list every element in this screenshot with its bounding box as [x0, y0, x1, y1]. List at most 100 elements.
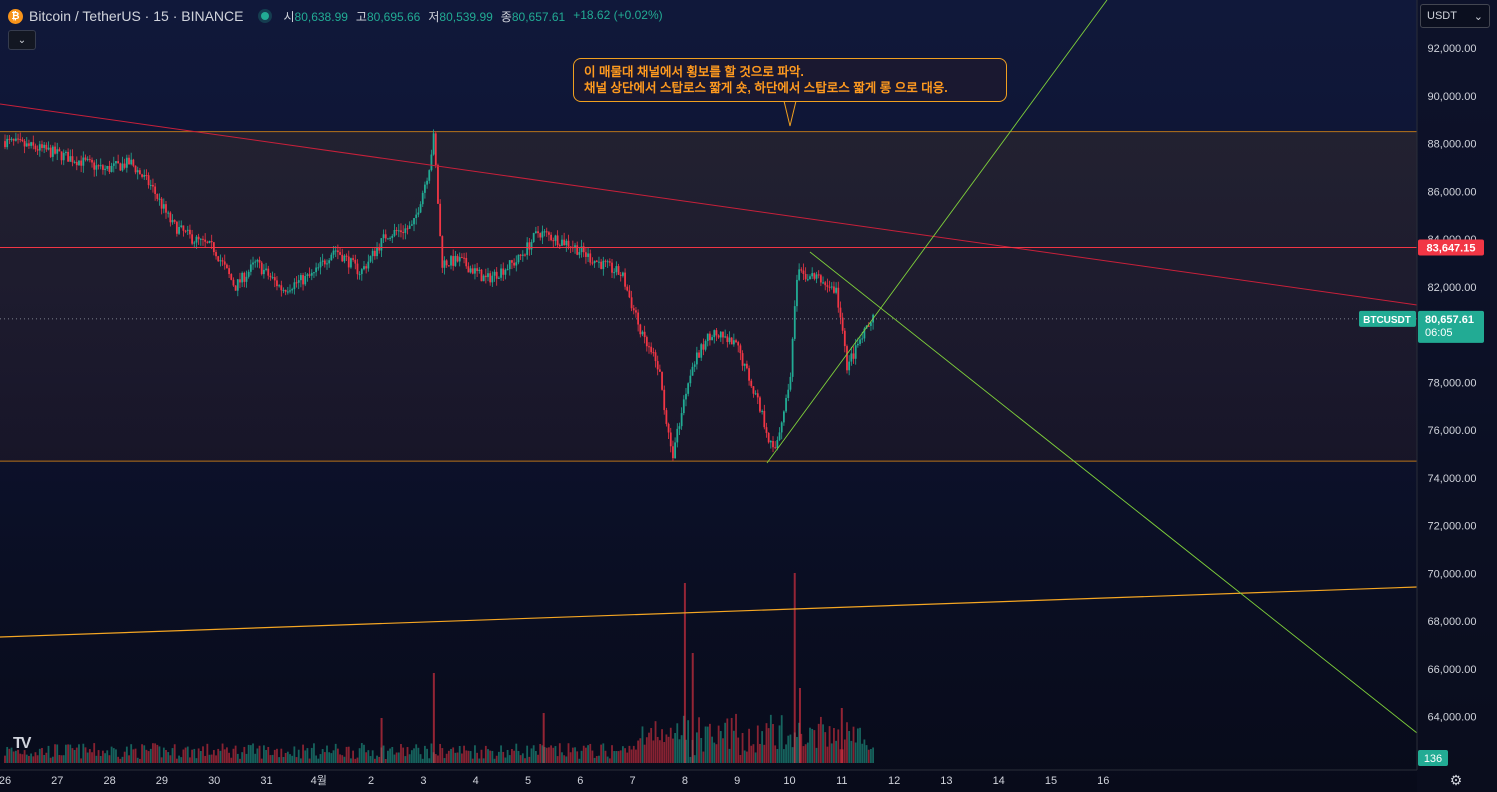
candle-body [726, 336, 729, 343]
volume-bar [284, 752, 287, 763]
candle-body [428, 170, 431, 181]
volume-bar [826, 746, 829, 763]
volume-bar [28, 755, 30, 763]
volume-bar [493, 758, 496, 763]
callout-note[interactable]: 이 매물대 채널에서 횡보를 할 것으로 파악. 채널 상단에서 스탑로스 짧게… [573, 58, 1007, 102]
candle-body [804, 274, 807, 280]
resistance-price-tag [1418, 239, 1484, 256]
volume-bar [219, 750, 222, 763]
candle-body [249, 264, 252, 272]
volume-bar [391, 746, 394, 763]
candle-body [782, 411, 785, 423]
candle-body [12, 138, 15, 141]
candle-body [463, 257, 465, 259]
candle-body [147, 175, 150, 186]
close-label: 종 [500, 9, 512, 24]
volume-bar [184, 747, 187, 763]
volume-bar [785, 744, 787, 763]
candle-body [215, 252, 217, 257]
currency-value: USDT [1427, 10, 1457, 22]
volume-bar [463, 745, 465, 763]
candle-body [870, 322, 872, 326]
candle-body [65, 151, 67, 153]
volume-bar [19, 753, 22, 763]
volume-bar [695, 732, 698, 763]
candle-body [165, 204, 167, 213]
candle-body [128, 157, 130, 165]
candle-body [763, 410, 766, 428]
candle-body [600, 261, 603, 269]
candle-body [347, 256, 350, 268]
candle-body [189, 229, 191, 235]
volume-bar [558, 743, 561, 763]
candle-body [793, 306, 796, 339]
candle-body [482, 275, 485, 282]
volume-bar [315, 755, 318, 763]
volume-bar [373, 758, 376, 763]
volume-bar [47, 745, 50, 763]
volume-bar [443, 758, 446, 763]
candle-body [458, 257, 461, 262]
volume-bar [617, 751, 620, 763]
close-value: 80,657.61 [511, 9, 566, 24]
volume-bar [467, 750, 470, 763]
candle-body [698, 352, 700, 358]
descending-resistance-line[interactable] [0, 103, 1418, 306]
candle-body [543, 231, 546, 233]
volume-bar [672, 738, 674, 763]
long-term-support-line[interactable] [0, 586, 1418, 638]
candle-body [554, 235, 557, 241]
candle-body [713, 330, 716, 338]
volume-bar [756, 725, 759, 763]
falling-trend-line[interactable] [809, 251, 1418, 734]
candle-body [243, 272, 246, 282]
candle-body [632, 308, 635, 311]
collapse-legend-button[interactable]: ⌄ [8, 30, 36, 50]
candle-body [591, 262, 594, 264]
candle-body [717, 335, 720, 338]
volume-bar [859, 727, 861, 763]
volume-bar [663, 742, 666, 763]
volume-bar [554, 746, 557, 763]
volume-bar [65, 744, 67, 763]
volume-bar [25, 754, 28, 763]
candle-body [563, 239, 566, 246]
candle-body [456, 255, 459, 262]
volume-bar [360, 743, 363, 763]
tradingview-logo-icon[interactable]: TV [13, 735, 32, 752]
candle-body [669, 432, 672, 447]
price-axis: 64,000.00 66,000.00 68,000.00 70,000.00 72,0… [1359, 0, 1497, 792]
volume-bar [308, 758, 311, 763]
symbol-title[interactable]: Bitcoin / TetherUS · 15 · BINANCE [29, 8, 244, 24]
candle-body [587, 253, 589, 257]
candle-body [548, 232, 550, 235]
volume-bar [545, 747, 548, 763]
candle-body [526, 242, 529, 255]
volume-bar [676, 723, 679, 763]
volume-bar [806, 742, 809, 763]
candle-body [197, 236, 200, 240]
volume-bar [51, 756, 54, 763]
candle-body [315, 267, 318, 273]
price-tick-label: 68,000.00 [1428, 616, 1477, 628]
time-tick-label: 26 [0, 775, 11, 787]
volume-bar [689, 756, 692, 763]
bitcoin-icon: ₿ [8, 8, 23, 24]
candle-body [382, 234, 385, 239]
candle-body [524, 254, 526, 256]
settings-icon[interactable]: ⚙ [1449, 772, 1463, 788]
volume-bar [273, 749, 276, 763]
candle-body [848, 361, 851, 371]
trend-lines [0, 0, 1418, 734]
currency-selector[interactable]: USDT ⌄ [1420, 4, 1490, 28]
volume-bar [217, 748, 220, 763]
volume-bar [125, 746, 128, 763]
candle-body [715, 330, 718, 336]
rising-trend-line[interactable] [766, 0, 1108, 464]
candle-body [269, 275, 272, 278]
candle-body [767, 432, 770, 443]
volume-bar [648, 732, 650, 763]
candle-body [826, 285, 829, 287]
volume-bar [147, 751, 150, 763]
